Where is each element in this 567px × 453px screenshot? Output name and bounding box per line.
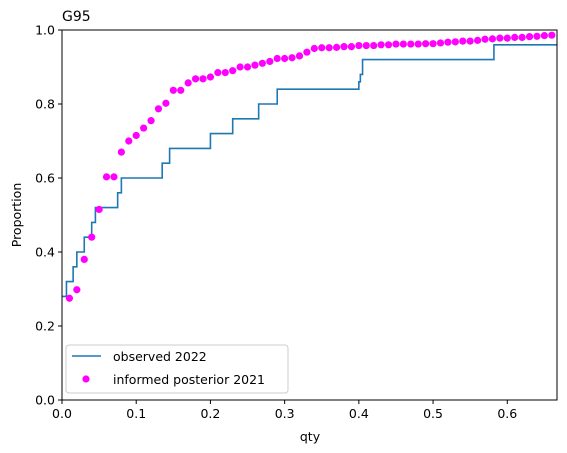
y-tick-label: 0.0 (35, 393, 55, 408)
plot-area (62, 31, 557, 302)
scatter-point-posterior (177, 86, 185, 94)
scatter-point-posterior (496, 34, 504, 42)
x-tick-label: 0.1 (126, 406, 146, 421)
scatter-point-posterior (459, 37, 467, 45)
scatter-point-posterior (362, 41, 370, 50)
y-tick-label: 0.4 (35, 245, 55, 260)
chart-title: G95 (62, 9, 91, 25)
scatter-point-posterior (221, 68, 229, 77)
scatter-point-posterior (132, 131, 140, 140)
x-tick-label: 0.5 (423, 406, 443, 421)
scatter-point-posterior (117, 148, 125, 156)
scatter-point-posterior (525, 33, 534, 41)
x-tick-label: 0.4 (349, 406, 369, 421)
scatter-point-posterior (533, 32, 541, 40)
scatter-point-posterior (206, 73, 215, 81)
scatter-point-posterior (236, 63, 244, 71)
scatter-point-posterior (73, 286, 81, 294)
x-tick-label: 0.0 (52, 406, 72, 421)
scatter-point-posterior (488, 35, 497, 43)
scatter-point-posterior (310, 44, 318, 53)
scatter-point-posterior (340, 43, 348, 51)
scatter-point-posterior (65, 294, 74, 302)
scatter-point-posterior (80, 255, 88, 263)
scatter-point-posterior (303, 48, 311, 56)
y-tick-label: 0.6 (35, 171, 55, 186)
y-tick-label: 0.2 (35, 319, 55, 334)
scatter-point-posterior (392, 40, 400, 48)
scatter-point-posterior (258, 59, 266, 67)
scatter-point-posterior (540, 31, 548, 40)
axes-frame (61, 29, 558, 401)
scatter-point-posterior (162, 99, 170, 107)
x-axis-label: qty (300, 429, 321, 444)
legend-label-posterior: informed posterior 2021 (113, 372, 265, 387)
scatter-point-posterior (451, 38, 459, 46)
scatter-point-posterior (140, 124, 148, 132)
legend-box (65, 344, 289, 394)
scatter-point-posterior (332, 43, 341, 51)
scatter-point-posterior (199, 75, 207, 83)
scatter-point-posterior (429, 40, 437, 48)
scatter-point-posterior (214, 68, 222, 77)
scatter-point-posterior (266, 57, 274, 66)
scatter-point-posterior (355, 41, 363, 50)
scatter-point-posterior (273, 54, 281, 63)
y-tick-label: 1.0 (35, 23, 55, 38)
scatter-point-posterior (95, 205, 103, 214)
scatter-point-posterior (184, 79, 192, 87)
x-tick-label: 0.2 (200, 406, 220, 421)
scatter-point-posterior (444, 38, 452, 46)
scatter-point-posterior (251, 61, 259, 69)
scatter-point-posterior (481, 35, 489, 43)
scatter-point-posterior (318, 44, 326, 52)
scatter-point-posterior (511, 33, 519, 42)
scatter-point-posterior (288, 54, 296, 62)
scatter-point-posterior (503, 34, 511, 42)
scatter-point-posterior (414, 40, 422, 48)
y-axis: 0.0 0.2 0.4 0.6 0.8 1.0 (35, 23, 62, 408)
scatter-point-posterior (243, 63, 252, 71)
scatter-point-posterior (147, 117, 155, 125)
scatter-point-posterior (102, 173, 111, 181)
scatter-point-posterior (229, 67, 237, 75)
scatter-point-posterior (281, 54, 289, 63)
scatter-point-posterior (466, 37, 474, 45)
scatter-point-posterior (548, 31, 556, 39)
scatter-point-posterior (407, 40, 415, 48)
x-tick-label: 0.3 (275, 406, 295, 421)
scatter-point-posterior (110, 173, 118, 181)
scatter-point-posterior (154, 105, 163, 113)
scatter-point-posterior (325, 44, 333, 52)
scatter-point-posterior (399, 40, 407, 48)
scatter-point-posterior (384, 41, 393, 49)
x-axis: 0.0 0.1 0.2 0.3 0.4 0.5 0.6 (52, 400, 517, 421)
legend: observed 2022 informed posterior 2021 (65, 344, 289, 394)
legend-swatch-posterior (82, 375, 90, 383)
series-line-observed-2022 (62, 43, 557, 298)
scatter-point-posterior (191, 75, 200, 83)
scatter-point-posterior (125, 137, 133, 145)
y-tick-label: 0.8 (35, 97, 55, 112)
scatter-point-posterior (88, 233, 96, 241)
scatter-point-posterior (347, 43, 356, 51)
scatter-point-posterior (169, 86, 177, 94)
scatter-point-posterior (422, 40, 430, 48)
y-axis-label: Proportion (9, 183, 24, 248)
scatter-point-posterior (377, 41, 385, 49)
scatter-point-posterior (518, 33, 526, 42)
scatter-point-posterior (295, 52, 304, 60)
legend-label-observed: observed 2022 (113, 349, 207, 364)
scatter-point-posterior (370, 41, 378, 50)
x-tick-label: 0.6 (497, 406, 517, 421)
scatter-point-posterior (473, 36, 482, 44)
scatter-point-posterior (436, 39, 445, 47)
